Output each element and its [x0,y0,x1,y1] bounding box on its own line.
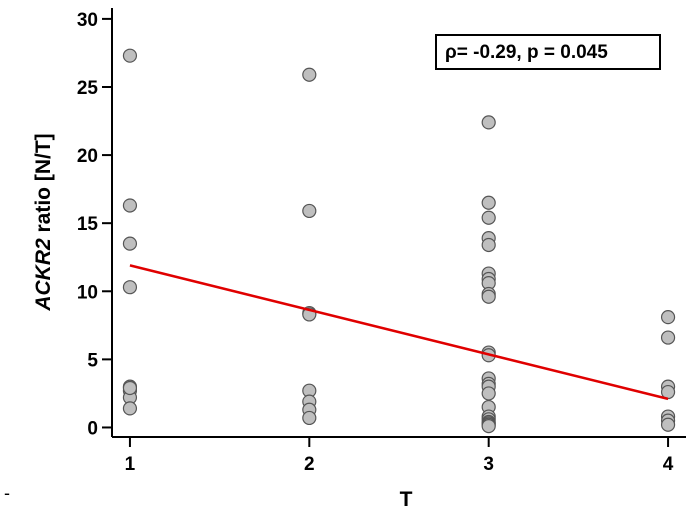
y-axis-title-unit: ratio [N/T] [32,133,55,238]
correlation-annotation: ρ= -0.29, p = 0.045 [445,42,608,63]
x-tick-label: 4 [663,454,674,475]
data-point [302,67,317,82]
data-point [660,310,676,325]
data-point [122,236,138,251]
x-tick-label: 1 [125,454,136,475]
y-tick-label: 20 [77,146,98,167]
data-point [481,386,496,401]
annotation-box: ρ= -0.29, p = 0.045 [435,34,661,70]
y-tick-label: 5 [87,350,98,371]
data-point [481,115,496,130]
x-axis-title: T [400,488,413,511]
data-point [481,195,496,210]
data-point [302,203,317,219]
data-point [660,417,676,432]
data-point [122,48,138,63]
data-point [122,198,138,213]
y-tick-label: 30 [77,10,98,31]
data-point [302,410,317,426]
y-tick-label: 0 [87,418,98,439]
y-axis-title-gene: ACKR2 [32,238,55,312]
data-point [660,330,676,345]
data-point [481,419,496,434]
data-points [122,48,676,434]
axes [111,8,686,438]
data-point [481,237,496,253]
y-axis-title: ACKR2 ratio [N/T] [32,133,55,311]
data-point [481,210,496,225]
data-point [122,280,138,295]
data-point [122,380,138,396]
trend-line-group [129,264,669,401]
axis-ticks: 0 5 10 15 20 25 30 1 2 3 4 [77,10,674,475]
data-point [122,401,138,416]
annotation-border [435,34,661,70]
x-tick-label: 2 [304,454,315,475]
x-tick-label: 3 [483,454,494,475]
trend-line [129,264,669,401]
y-tick-label: 25 [77,78,99,99]
data-point [481,289,496,304]
y-tick-label: 10 [77,282,98,303]
stray-mark: - [4,483,10,503]
y-tick-label: 15 [77,214,99,235]
